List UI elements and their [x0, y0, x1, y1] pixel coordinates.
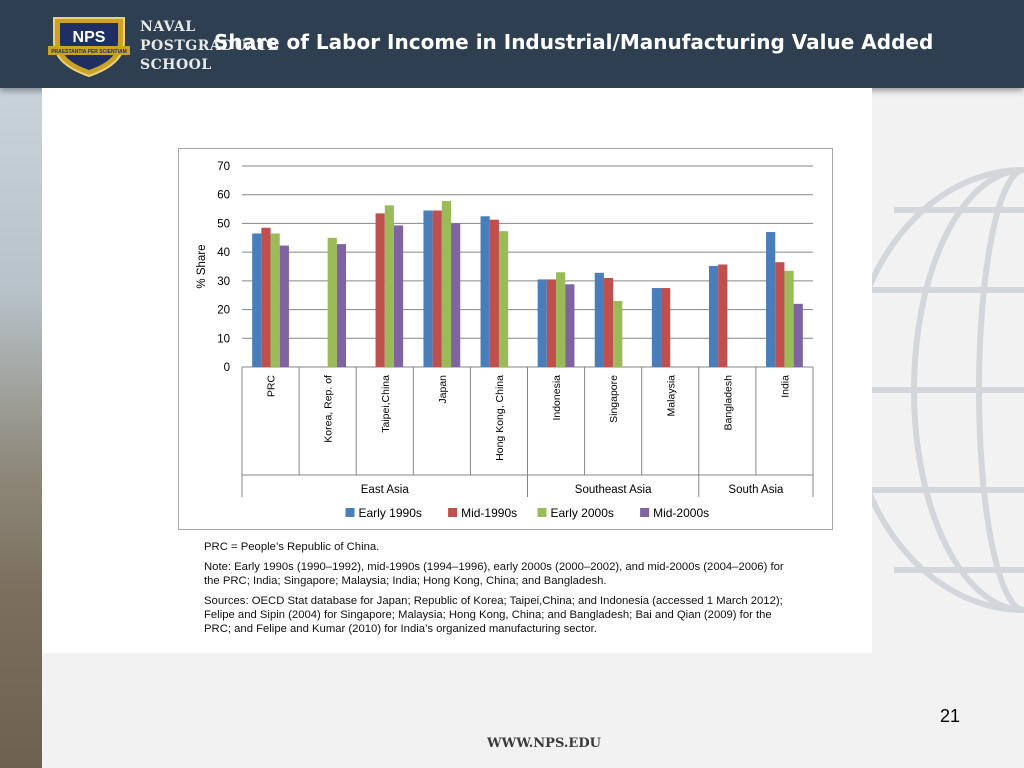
bar [613, 300, 623, 367]
legend-swatch [345, 508, 355, 517]
legend-swatch [537, 508, 547, 517]
x-tick-label: Japan [437, 375, 449, 404]
slide-title: Share of Labor Income in Industrial/Manu… [214, 30, 934, 54]
x-tick-label: Bangladesh [722, 375, 734, 431]
bar [708, 265, 719, 367]
bar [651, 288, 662, 367]
bar [336, 244, 347, 367]
chart-notes: PRC = People’s Republic of China. Note: … [204, 540, 800, 642]
sources-note: Sources: OECD Stat database for Japan; R… [204, 595, 783, 635]
x-tick-label: PRC [266, 375, 278, 398]
y-tick-label: 0 [224, 362, 230, 374]
y-tick-label: 60 [217, 190, 230, 202]
bar [393, 225, 404, 367]
nps-logo-icon: NPS PRAESTANTIA PER SCIENTIAM [48, 17, 130, 78]
x-tick-label: Taipei,China [380, 375, 392, 433]
abbreviation-note: PRC = People’s Republic of China. [204, 541, 380, 553]
bar [594, 272, 604, 367]
bar [556, 272, 566, 367]
bar [793, 303, 803, 367]
bar [718, 264, 728, 367]
org-line: SCHOOL [140, 57, 212, 73]
bar [384, 205, 394, 367]
bar [766, 232, 776, 367]
page-number: 21 [940, 706, 961, 726]
period-note: Note: Early 1990s (1990–1992), mid-1990s… [204, 561, 784, 587]
slide-header: NPS PRAESTANTIA PER SCIENTIAM NAVAL POST… [0, 0, 1024, 88]
legend-swatch [448, 508, 458, 517]
bar [270, 233, 280, 367]
bar [423, 210, 433, 367]
bar [441, 201, 452, 367]
bar [480, 216, 490, 367]
bar [432, 210, 442, 367]
background-photo-strip [0, 88, 42, 768]
y-axis-label: % Share [196, 244, 208, 288]
org-name: NAVAL POSTGRADUATE SCHOOL [140, 18, 279, 75]
y-tick-label: 20 [217, 305, 230, 317]
x-tick-label: Hong Kong, China [494, 375, 506, 461]
y-tick-label: 10 [217, 333, 230, 345]
legend-label: Mid-1990s [461, 506, 517, 520]
bar [451, 223, 461, 367]
group-label: South Asia [728, 484, 784, 496]
legend-label: Mid-2000s [653, 506, 709, 520]
bar-chart: 0 10 20 30 40 50 60 70 % Share PRC Korea, Rep. of T… [196, 161, 814, 520]
bar [537, 279, 547, 367]
bar [279, 245, 289, 367]
bar [784, 270, 794, 367]
group-label: Southeast Asia [575, 484, 652, 496]
org-line: NAVAL [140, 19, 196, 35]
bar [603, 277, 614, 367]
bar [498, 231, 509, 367]
logo-letters: NPS [73, 29, 106, 46]
bar [261, 227, 271, 367]
legend-label: Early 2000s [551, 506, 614, 520]
bar [661, 288, 671, 367]
bar [327, 237, 337, 367]
bar [546, 279, 557, 367]
chart-frame: 0 10 20 30 40 50 60 70 % Share PRC Korea, Rep. of T… [178, 148, 833, 530]
bar [489, 219, 499, 367]
org-line: POSTGRADUATE [140, 38, 279, 54]
x-tick-label: Singapore [608, 375, 620, 423]
x-tick-label: Indonesia [551, 375, 563, 421]
bar [565, 284, 575, 367]
logo-motto: PRAESTANTIA PER SCIENTIAM [51, 49, 127, 55]
legend-label: Early 1990s [359, 506, 422, 520]
legend-swatch [640, 508, 650, 517]
y-tick-label: 30 [217, 276, 230, 288]
y-tick-label: 40 [217, 247, 230, 259]
bar [252, 233, 262, 367]
bar [775, 262, 785, 367]
y-tick-label: 50 [217, 218, 230, 230]
x-tick-label: Malaysia [665, 375, 677, 417]
bar [375, 213, 385, 367]
group-label: East Asia [361, 484, 410, 496]
y-tick-label: 70 [217, 161, 230, 173]
footer-url: WWW.NPS.EDU [487, 736, 601, 751]
x-tick-label: Korea, Rep. of [323, 375, 335, 443]
x-tick-label: India [779, 375, 791, 398]
